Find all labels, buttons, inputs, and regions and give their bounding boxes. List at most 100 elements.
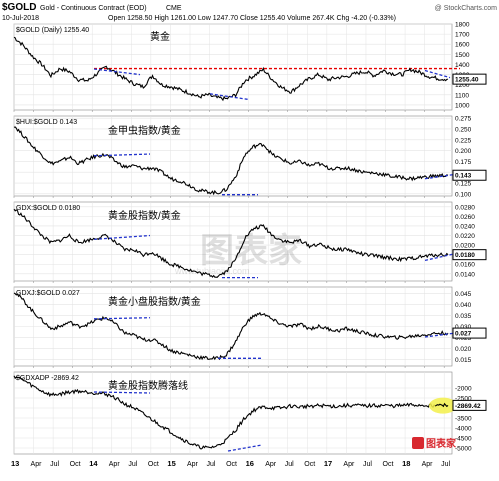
watermark-text: 图表家 (200, 232, 302, 270)
x-tick-label: Jul (441, 461, 450, 468)
x-tick-label: Apr (109, 461, 121, 468)
trend-line (209, 93, 249, 101)
x-tick-label: Apr (265, 461, 277, 468)
panel-frame (13, 115, 453, 197)
trend-line (227, 444, 263, 452)
y-tick-label: 0.0200 (455, 243, 475, 250)
trend-line (93, 68, 141, 76)
y-tick-label: 0.035 (455, 313, 472, 320)
last-value-box (452, 249, 487, 261)
x-tick-label: 13 (11, 459, 19, 468)
x-tick-label: Apr (187, 461, 199, 468)
last-value-label: 1255.40 (455, 77, 479, 84)
y-tick-label: -4000 (455, 426, 472, 433)
panel-frame (13, 23, 453, 111)
last-value-box (452, 327, 487, 339)
panel-title: GDXJ:$GOLD 0.027 (16, 290, 80, 297)
panel-frame (13, 371, 453, 455)
x-tick-label: Jul (128, 461, 137, 468)
y-tick-label: 0.275 (455, 116, 472, 123)
last-value-box (452, 73, 487, 85)
panels: 180017001600150014001300120011001000$GOL… (13, 22, 487, 455)
last-value-label: 0.027 (455, 331, 472, 338)
panel-4: -2000-2500-3000-3500-4000-4500-5000$GDXA… (13, 371, 487, 455)
y-tick-label: 0.200 (455, 148, 472, 155)
x-tick-label: Apr (422, 461, 434, 468)
panel-annotation: 黄金小盘股指数/黄金 (108, 295, 201, 308)
header-name: Gold - Continuous Contract (EOD) (40, 5, 147, 12)
y-tick-label: 1400 (455, 62, 470, 69)
x-tick-label: Oct (383, 461, 394, 468)
y-tick-label: 0.0160 (455, 262, 475, 269)
logo-mark (412, 437, 424, 449)
series-line (13, 375, 449, 450)
y-tick-label: 0.0240 (455, 223, 475, 230)
series-line (13, 126, 449, 196)
series-line (13, 208, 449, 279)
y-tick-label: 1200 (455, 82, 470, 89)
series-line-top (434, 402, 449, 408)
y-tick-label: 1000 (455, 102, 470, 109)
last-value-label: 0.0180 (455, 252, 475, 259)
y-tick-label: 0.020 (455, 346, 472, 353)
y-tick-label: 1100 (455, 92, 469, 99)
panel-0: 180017001600150014001300120011001000$GOL… (13, 22, 487, 111)
copyright-label: @ StockCharts.com (435, 5, 498, 12)
y-tick-label: 0.0220 (455, 233, 475, 240)
y-tick-label: -2500 (455, 396, 472, 403)
last-value-box (452, 169, 487, 181)
x-axis: 13 Apr Jul Oct 14 Apr Jul Oct 15 Apr Jul Oct 16 Apr Ju… (11, 110, 451, 468)
y-tick-label: -2000 (455, 386, 472, 393)
header-exchange: CME (166, 5, 182, 12)
logo-text: 图表家 (426, 437, 457, 450)
y-tick-label: 0.250 (455, 126, 472, 133)
y-tick-label: 0.0140 (455, 271, 475, 278)
x-tick-label: Jul (50, 461, 59, 468)
watermark-sub: www.tubiaojia.com (174, 266, 250, 276)
panel-annotation: 金甲虫指数/黄金 (108, 124, 181, 137)
watermark: 图表家 www.tubiaojia.com (174, 232, 302, 276)
x-tick-label: Jul (207, 461, 216, 468)
trend-line (93, 153, 151, 157)
header-symbol: $GOLD (2, 2, 36, 13)
trend-line (424, 69, 451, 79)
y-tick-label: 0.0280 (455, 204, 475, 211)
y-tick-label: 0.125 (455, 181, 472, 188)
panel-annotation: 黄金股指数/黄金 (108, 209, 181, 222)
y-tick-label: -4500 (455, 436, 472, 443)
x-tick-label: Jul (363, 461, 372, 468)
y-tick-label: -5000 (455, 446, 472, 453)
last-value-label: 0.143 (455, 173, 472, 180)
logo: 图表家 (412, 437, 457, 450)
panel-frame (13, 201, 453, 282)
x-tick-label: 18 (402, 459, 410, 468)
trend-line (424, 173, 456, 180)
y-tick-label: 1500 (455, 52, 470, 59)
y-tick-label: 0.030 (455, 324, 472, 331)
panel-title: $GOLD (Daily) 1255.40 (16, 27, 89, 34)
trend-line (93, 391, 151, 394)
last-value-box (452, 399, 487, 411)
y-tick-label: 1700 (455, 32, 470, 39)
header-date: 10-Jul-2018 (2, 15, 39, 22)
y-tick-label: 0.175 (455, 159, 472, 166)
panel-3: 0.0450.0400.0350.0300.0250.0200.015GDXJ:… (13, 286, 487, 367)
x-tick-label: 16 (246, 459, 254, 468)
x-tick-label: Oct (148, 461, 159, 468)
panel-title: $HUI:$GOLD 0.143 (16, 119, 77, 126)
panel-1: 0.2750.2500.2250.2000.1750.1500.1250.100… (13, 115, 487, 198)
x-tick-label: Jul (285, 461, 294, 468)
y-tick-label: -3500 (455, 416, 472, 423)
y-tick-label: 0.040 (455, 302, 472, 309)
x-tick-label: 17 (324, 459, 332, 468)
panel-annotation: 黄金股指数腾落线 (108, 379, 188, 392)
x-tick-label: Apr (343, 461, 355, 468)
x-tick-label: 14 (89, 459, 98, 468)
x-tick-label: 15 (167, 459, 175, 468)
trend-line (93, 234, 151, 240)
y-tick-label: 0.045 (455, 291, 472, 298)
panel-title: $GDXADP -2869.42 (16, 375, 79, 382)
x-tick-label: Oct (304, 461, 315, 468)
